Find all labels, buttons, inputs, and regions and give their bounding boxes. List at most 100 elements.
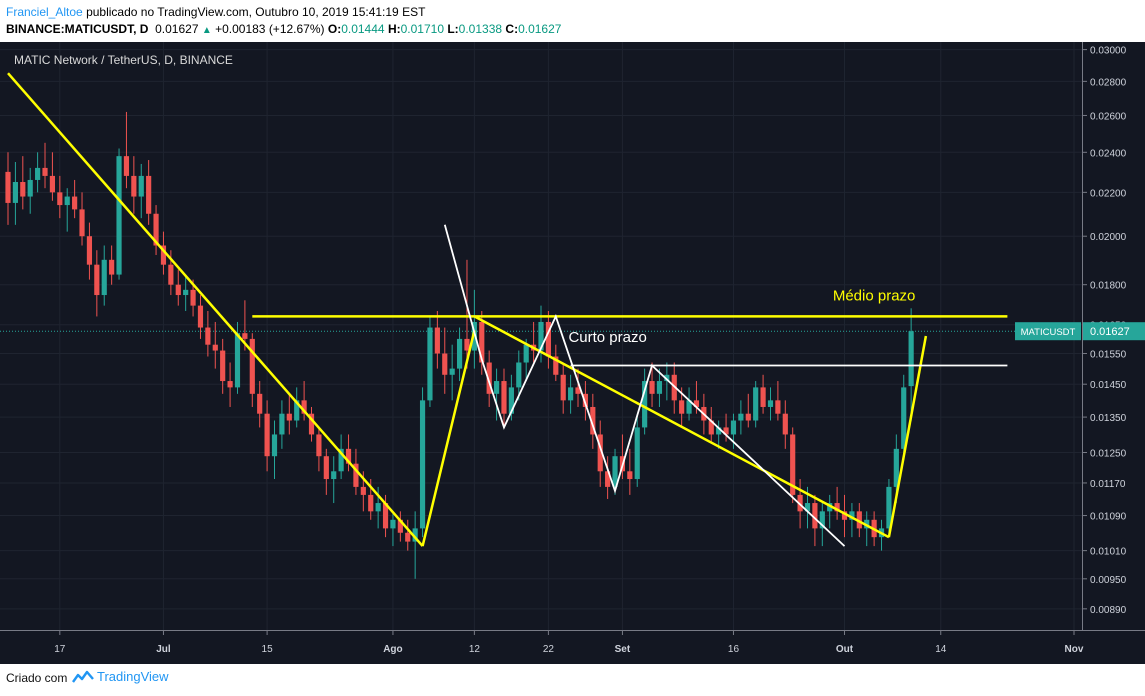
candle-down — [605, 456, 611, 499]
drawings — [7, 72, 1008, 547]
high-value: 0.01710 — [400, 22, 444, 36]
candle-body — [834, 503, 840, 512]
candle-body — [42, 167, 48, 176]
candle-body — [516, 362, 522, 388]
candle-body — [175, 284, 181, 296]
candle-body — [227, 381, 233, 388]
yellow-breakout-line — [887, 335, 928, 538]
candle-down — [316, 427, 322, 472]
candle-body — [841, 511, 848, 520]
candle-body — [664, 374, 670, 382]
price-axis[interactable]: 0.03000 0.02800 0.02600 0.02400 0.02200 0.020… — [1015, 46, 1145, 616]
candle-body — [723, 427, 729, 435]
candle-body — [693, 400, 700, 407]
candle-body — [131, 175, 137, 197]
price-tick-label: 0.00950 — [1090, 575, 1127, 586]
open-value: 0.01444 — [341, 22, 385, 36]
candle-body — [471, 321, 477, 351]
candle-body — [279, 413, 285, 435]
candle-down — [486, 350, 492, 407]
candle-down — [834, 486, 840, 520]
candle-up — [612, 448, 618, 495]
chart-title: MATIC Network / TetherUS, D, BINANCE — [14, 53, 233, 67]
candle-body — [538, 321, 544, 351]
candle-body — [849, 511, 855, 520]
candle-body — [479, 321, 485, 363]
candle-down — [94, 250, 100, 317]
price-tick-label: 0.02800 — [1090, 77, 1127, 88]
price-tick-label: 0.02600 — [1090, 111, 1127, 122]
candle-body — [86, 236, 93, 265]
price-tick-label: 0.02200 — [1090, 188, 1127, 199]
symbol-label: BINANCE:MATICUSDT, D — [6, 22, 149, 36]
candle-down — [160, 231, 167, 275]
candle-down — [323, 448, 329, 495]
candle-body — [456, 338, 463, 369]
candle-body — [575, 387, 581, 394]
candle-up — [716, 420, 722, 449]
ohlc-line: BINANCE:MATICUSDT, D 0.01627 ▲ +0.00183 … — [6, 22, 561, 36]
candle-down — [553, 344, 559, 382]
candle-down — [782, 400, 788, 449]
candle-body — [553, 356, 559, 375]
candle-body — [634, 427, 640, 480]
candle-body — [790, 434, 796, 495]
candle-body — [160, 245, 167, 265]
candle-down — [131, 156, 137, 214]
candle-down — [153, 205, 159, 255]
high-label: H: — [387, 22, 401, 36]
tradingview-brand[interactable]: TradingView — [72, 669, 169, 684]
candle-down — [812, 494, 818, 547]
candle-body — [5, 171, 11, 203]
publication-line: Franciel_Altoe publicado no TradingView.… — [6, 5, 425, 19]
candle-body — [27, 179, 33, 197]
yellow-channel-line — [473, 315, 890, 539]
candle-up — [642, 368, 648, 435]
candle-up — [427, 316, 433, 407]
author-link[interactable]: Franciel_Altoe — [6, 5, 83, 19]
candle-body — [819, 511, 825, 529]
candle-down — [649, 362, 655, 407]
time-axis[interactable]: 17 Jul 15 Ago 12 22 Set 16 Out 14 Nov — [54, 630, 1084, 655]
candle-body — [220, 350, 226, 382]
time-tick-label: 16 — [728, 644, 740, 655]
candle-down — [79, 192, 85, 246]
time-tick-label: Ago — [383, 644, 402, 655]
candle-body — [79, 209, 85, 237]
open-label: O: — [327, 22, 342, 36]
candle-up — [456, 327, 463, 382]
candle-body — [908, 331, 914, 387]
candle-down — [405, 519, 411, 551]
chart-background — [0, 42, 1145, 664]
low-value: 0.01338 — [458, 22, 503, 36]
low-label: L: — [447, 22, 459, 36]
price-tick-label: 0.01010 — [1090, 547, 1127, 558]
price-tick-label: 0.01250 — [1090, 449, 1127, 460]
candle-down — [464, 259, 470, 369]
annotation-label: Médio prazo — [833, 287, 916, 304]
last-price: 0.01627 — [155, 22, 199, 36]
annotations: Médio prazo Curto prazo — [568, 287, 915, 345]
candle-body — [360, 486, 366, 495]
tradingview-logo-icon — [72, 670, 94, 683]
candle-body — [412, 528, 418, 542]
candle-down — [590, 393, 596, 449]
candle-body — [146, 175, 152, 214]
time-tick-label: Set — [615, 644, 631, 655]
symbol-price-badge — [1015, 322, 1081, 341]
candle-body — [901, 387, 907, 449]
price-tick-label: 0.02400 — [1090, 148, 1127, 159]
price-tick-label: 0.01550 — [1090, 350, 1127, 361]
candle-body — [345, 448, 352, 464]
candle-body — [590, 406, 596, 435]
candle-body — [493, 381, 500, 394]
candle-body — [545, 321, 551, 357]
candle-down — [775, 381, 781, 421]
candle-down — [264, 400, 270, 472]
candle-up — [738, 400, 744, 435]
candle-body — [642, 381, 648, 428]
candle-up — [493, 368, 500, 421]
candle-down — [5, 152, 11, 225]
candle-body — [286, 413, 292, 421]
